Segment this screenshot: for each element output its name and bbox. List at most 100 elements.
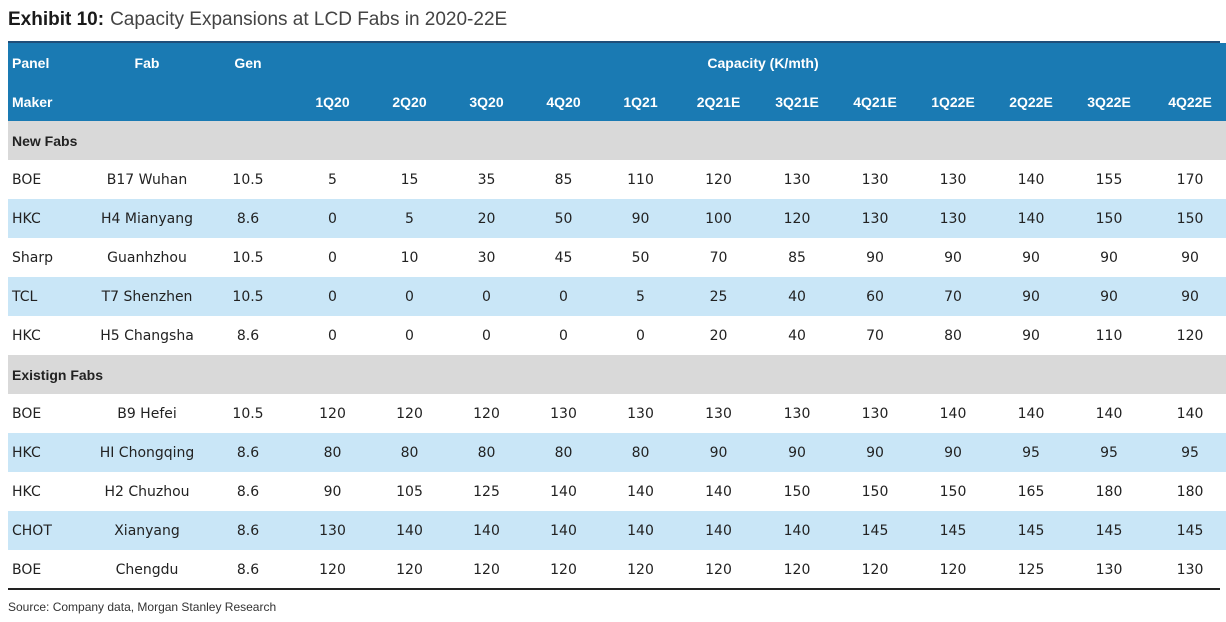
cell-capacity: 10	[400, 249, 419, 266]
cell-capacity: 155	[1095, 171, 1123, 188]
cell-capacity: 50	[631, 249, 650, 266]
header-period: 4Q22E	[1148, 82, 1226, 121]
table-row: Sharp Guanhzhou 10.5 0 10 30 45 50 70 85 90 90 90 90 9…	[8, 238, 1226, 277]
cell-capacity: 95	[1148, 433, 1226, 472]
cell-capacity: 120	[396, 405, 423, 422]
cell-capacity: 70	[866, 327, 884, 344]
header-gen: Gen	[202, 43, 294, 82]
cell-capacity: 130	[705, 405, 732, 422]
cell-capacity: 130	[861, 405, 889, 422]
cell-capacity: 125	[1017, 561, 1045, 578]
cell-capacity: 60	[836, 277, 914, 316]
cell-capacity: 140	[992, 199, 1070, 238]
cell-capacity: 150	[861, 483, 889, 500]
cell-capacity: 120	[758, 199, 836, 238]
cell-capacity: 120	[1176, 327, 1204, 344]
cell-maker: BOE	[12, 171, 42, 188]
cell-capacity: 90	[1100, 249, 1118, 266]
cell-capacity: 125	[473, 483, 500, 500]
cell-capacity: 40	[788, 327, 806, 344]
table-row: HKC H4 Mianyang 8.6 0 5 20 50 90 100 120 130 130 140…	[8, 199, 1226, 238]
cell-capacity: 150	[1070, 199, 1148, 238]
cell-capacity: 120	[473, 405, 500, 422]
cell-capacity: 90	[679, 433, 758, 472]
cell-capacity: 120	[861, 561, 889, 578]
exhibit-title: Exhibit 10: Capacity Expansions at LCD Fa…	[8, 6, 507, 34]
header-period: 4Q21E	[836, 82, 914, 121]
cell-capacity: 120	[705, 561, 732, 578]
cell-fab: HI Chongqing	[92, 433, 202, 472]
cell-capacity: 140	[1017, 171, 1045, 188]
header-fab: Fab	[92, 43, 202, 82]
cell-capacity: 140	[550, 483, 577, 500]
cell-fab: Xianyang	[92, 511, 202, 550]
cell-gen: 8.6	[236, 327, 260, 344]
cell-capacity: 90	[1070, 277, 1148, 316]
cell-capacity: 130	[1095, 561, 1123, 578]
cell-capacity: 80	[371, 433, 448, 472]
cell-capacity: 0	[448, 277, 525, 316]
cell-capacity: 150	[783, 483, 811, 500]
cell-capacity: 130	[861, 171, 889, 188]
header-period: 2Q22E	[992, 82, 1070, 121]
cell-capacity: 90	[836, 433, 914, 472]
cell-capacity: 80	[602, 433, 679, 472]
cell-capacity: 120	[396, 561, 423, 578]
table-row: HKC H5 Changsha 8.6 0 0 0 0 0 20 40 70 80 90 110 120	[8, 316, 1226, 355]
cell-fab: B9 Hefei	[117, 405, 177, 422]
cell-capacity: 15	[400, 171, 419, 188]
cell-capacity: 110	[1095, 327, 1123, 344]
cell-maker: Sharp	[12, 249, 53, 266]
cell-capacity: 120	[939, 561, 967, 578]
cell-capacity: 130	[627, 405, 654, 422]
cell-capacity: 95	[992, 433, 1070, 472]
header-period: 3Q21E	[758, 82, 836, 121]
cell-capacity: 90	[992, 277, 1070, 316]
cell-capacity: 120	[319, 561, 346, 578]
cell-gen: 8.6	[202, 511, 294, 550]
cell-maker: CHOT	[8, 511, 92, 550]
cell-capacity: 90	[602, 199, 679, 238]
cell-capacity: 145	[992, 511, 1070, 550]
cell-capacity: 70	[914, 277, 992, 316]
table-bottom-rule	[8, 588, 1220, 590]
cell-capacity: 130	[836, 199, 914, 238]
cell-capacity: 120	[550, 561, 577, 578]
cell-capacity: 0	[294, 199, 371, 238]
header-period: 2Q21E	[679, 82, 758, 121]
header-period: 1Q20	[294, 82, 371, 121]
cell-capacity: 0	[328, 327, 337, 344]
cell-capacity: 0	[525, 277, 602, 316]
header-capacity: Capacity (K/mth)	[294, 43, 1226, 82]
cell-capacity: 130	[1176, 561, 1204, 578]
cell-maker: HKC	[12, 327, 41, 344]
cell-capacity: 0	[559, 327, 568, 344]
cell-capacity: 70	[709, 249, 728, 266]
cell-capacity: 150	[939, 483, 967, 500]
table-row: HKC H2 Chuzhou 8.6 90 105 125 140 140 140 150 150 1…	[8, 472, 1226, 511]
cell-capacity: 0	[636, 327, 645, 344]
cell-gen: 8.6	[236, 561, 260, 578]
cell-maker: BOE	[12, 561, 42, 578]
table-row: BOE B9 Hefei 10.5 120 120 120 130 130 130 130 130 1…	[8, 394, 1226, 433]
header-blank	[92, 82, 202, 121]
table-row: CHOT Xianyang 8.6 130 140 140 140 140 140 140 145 1…	[8, 511, 1226, 550]
cell-capacity: 90	[1181, 249, 1199, 266]
cell-capacity: 140	[1095, 405, 1123, 422]
cell-capacity: 0	[405, 327, 414, 344]
section-label: Existign Fabs	[8, 355, 1226, 394]
cell-capacity: 90	[1022, 327, 1040, 344]
cell-capacity: 120	[783, 561, 811, 578]
cell-maker: TCL	[8, 277, 92, 316]
table-body: New Fabs BOE B17 Wuhan 10.5 5 15 35 85 110 120 130…	[8, 121, 1226, 589]
header-maker: Maker	[8, 82, 92, 121]
cell-capacity: 95	[1070, 433, 1148, 472]
cell-capacity: 120	[473, 561, 500, 578]
cell-capacity: 130	[550, 405, 577, 422]
cell-gen: 10.5	[232, 405, 264, 422]
cell-fab: H5 Changsha	[100, 327, 194, 344]
cell-capacity: 130	[914, 199, 992, 238]
cell-gen: 10.5	[232, 171, 264, 188]
cell-capacity: 90	[866, 249, 884, 266]
header-period: 3Q20	[448, 82, 525, 121]
